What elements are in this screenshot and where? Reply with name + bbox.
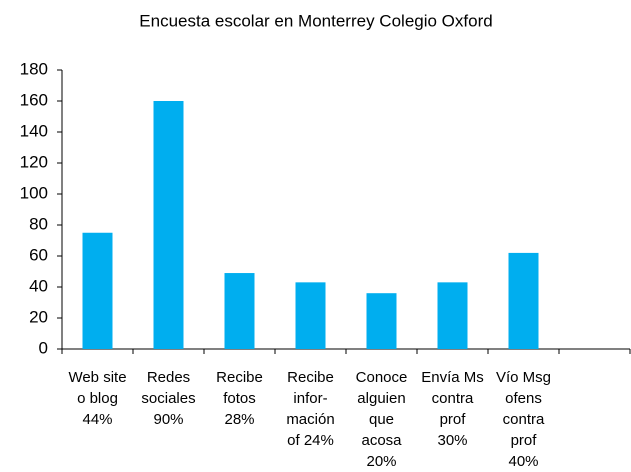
x-tick-label: 30% xyxy=(437,432,467,449)
bar xyxy=(224,273,255,349)
x-tick-label: que xyxy=(369,411,394,428)
y-tick-label: 160 xyxy=(20,90,48,109)
y-tick-label: 100 xyxy=(20,183,48,202)
y-tick-label: 120 xyxy=(20,152,48,171)
x-tick-label: 28% xyxy=(224,411,254,428)
x-tick-label: mación xyxy=(286,411,334,428)
y-tick-label: 180 xyxy=(20,59,48,78)
x-tick-label: contra xyxy=(503,411,545,428)
bar xyxy=(295,282,326,349)
y-tick-label: 0 xyxy=(39,338,48,357)
y-tick-label: 80 xyxy=(29,214,48,233)
x-tick-label: prof xyxy=(511,432,538,449)
y-tick-label: 60 xyxy=(29,245,48,264)
bar xyxy=(366,293,397,349)
x-tick-label: alguien xyxy=(357,390,405,407)
x-tick-label: Web site xyxy=(68,369,126,386)
x-tick-label: acosa xyxy=(361,432,402,449)
y-tick-label: 20 xyxy=(29,307,48,326)
bar xyxy=(508,252,539,349)
bar xyxy=(437,282,468,349)
x-tick-label: prof xyxy=(440,411,467,428)
x-tick-label: fotos xyxy=(223,390,256,407)
x-tick-label: 44% xyxy=(82,411,112,428)
x-tick-label: contra xyxy=(432,390,474,407)
x-tick-label: sociales xyxy=(141,390,195,407)
x-tick-label: of 24% xyxy=(287,432,334,449)
x-tick-label: Recibe xyxy=(287,369,334,386)
x-tick-label: 90% xyxy=(153,411,183,428)
x-tick-label: 20% xyxy=(366,453,396,470)
x-tick-label: 40% xyxy=(508,453,538,470)
x-tick-label: Conoce xyxy=(356,369,408,386)
x-tick-label: Redes xyxy=(147,369,190,386)
y-tick-label: 40 xyxy=(29,276,48,295)
chart-title: Encuesta escolar en Monterrey Colegio Ox… xyxy=(139,11,492,30)
x-tick-label: Recibe xyxy=(216,369,263,386)
bar xyxy=(82,232,113,349)
x-tick-label: ofens xyxy=(505,390,542,407)
x-tick-label: Envía Ms xyxy=(421,369,484,386)
x-tick-label: o blog xyxy=(77,390,118,407)
y-tick-label: 140 xyxy=(20,121,48,140)
x-tick-label: Vío Msg xyxy=(496,369,551,386)
x-tick-label: infor- xyxy=(293,390,327,407)
bar xyxy=(153,101,184,349)
